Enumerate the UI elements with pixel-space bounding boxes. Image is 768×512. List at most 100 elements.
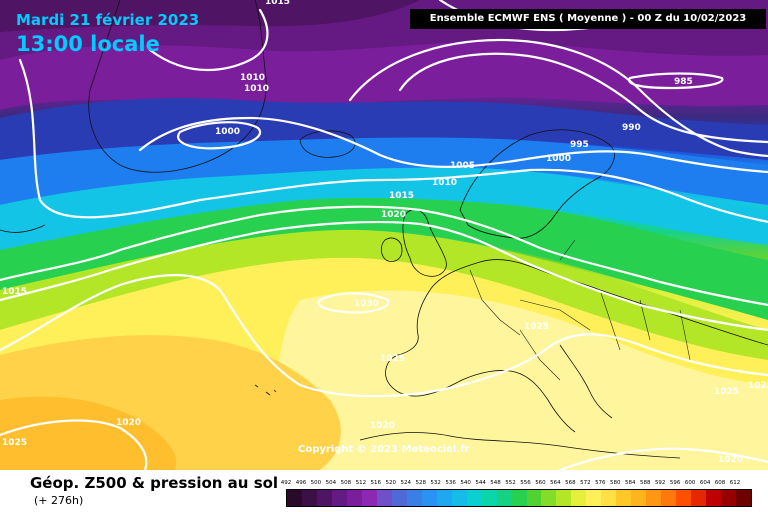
colorscale-swatch: [361, 490, 377, 506]
colorscale-swatch: [346, 490, 362, 506]
colorscale-swatch: [691, 490, 707, 506]
colorscale-swatch: [661, 490, 677, 506]
colorscale-swatch: [451, 490, 467, 506]
legend-panel: Géop. Z500 & pression au sol (+ 276h) 49…: [0, 470, 768, 512]
isobar: [348, 38, 768, 158]
colorscale-label: 492: [280, 480, 292, 486]
colorscale-label: 520: [385, 480, 397, 486]
colorscale-label: 596: [669, 480, 681, 486]
colorscale-label: 544: [475, 480, 486, 486]
colorscale-label: 580: [610, 480, 621, 486]
colorscale-label: 512: [355, 480, 367, 486]
italy-coastline: [559, 344, 613, 419]
weather-map: 1015 1010 1010 1000 985 990 995 1000 100…: [0, 0, 768, 470]
colorscale-label: 604: [699, 480, 711, 486]
colorscale-label: 528: [415, 480, 426, 486]
isobar-label: 1010: [432, 178, 457, 188]
colorscale-swatch: [406, 490, 422, 506]
isobar: [138, 116, 768, 174]
field-band-green: [0, 197, 768, 320]
colorscale-label: 560: [535, 480, 546, 486]
isobar-label: 1030: [354, 299, 379, 309]
colorscale-label: 556: [520, 480, 531, 486]
isobar-label: 1000: [215, 127, 240, 137]
colorscale-swatch: [571, 490, 587, 506]
colorscale-swatch: [541, 490, 557, 506]
field-band-deep-orange: [0, 396, 177, 470]
colorscale-swatch: [287, 490, 302, 506]
colorscale-swatch: [556, 490, 572, 506]
colorscale-swatch: [511, 490, 527, 506]
newfoundland-coastline: [0, 224, 46, 233]
colorscale-swatch: [331, 490, 347, 506]
colorscale-label: 588: [639, 480, 651, 486]
isobar-label: 1020: [381, 210, 406, 220]
colorscale-label: 548: [490, 480, 501, 486]
colorscale-swatch: [526, 490, 542, 506]
colorscale-bar: [286, 489, 752, 507]
colorscale-swatch: [301, 490, 317, 506]
isobar-label: 1005: [450, 161, 475, 171]
isobar: [398, 52, 768, 144]
colorscale-swatch: [676, 490, 692, 506]
colorscale-label: 508: [340, 480, 352, 486]
colorscale-label: 496: [295, 480, 307, 486]
isobar: [0, 220, 768, 332]
isobar-label: 985: [674, 77, 693, 87]
isobar-label: 1025: [748, 381, 768, 391]
colorscale-label: 564: [550, 480, 561, 486]
country-borders: [469, 239, 691, 381]
britain-coastline: [402, 209, 447, 277]
europe-coastline: [385, 259, 768, 433]
colorscale-swatch: [481, 490, 497, 506]
colorscale-label: 552: [505, 480, 516, 486]
colorscale-label: 576: [595, 480, 606, 486]
colorscale-label: 536: [445, 480, 456, 486]
isobar: [627, 72, 724, 90]
colorscale-label: 612: [729, 480, 741, 486]
lead-time: (+ 276h): [34, 494, 84, 507]
colorscale-label: 592: [654, 480, 666, 486]
forecast-date: Mardi 21 février 2023: [16, 11, 200, 29]
isobar-label: 1010: [240, 73, 265, 83]
isobar-label: 1010: [244, 84, 269, 94]
isobar: [558, 447, 768, 470]
forecast-time: 13:00 locale: [16, 32, 160, 56]
isobar: [0, 205, 768, 307]
field-band-yellow-green: [0, 229, 768, 360]
isobar: [317, 292, 390, 314]
isobar: [0, 274, 768, 398]
isobar: [148, 8, 269, 71]
colorscale-labels: 492 496 500 504 508 512 516 520 524 528 532 536 540 5…: [280, 480, 752, 488]
colorscale-swatch: [391, 490, 407, 506]
isobar-label: 1015: [389, 191, 414, 201]
colorscale-label: 516: [370, 480, 382, 486]
field-band-light-yellow: [260, 290, 768, 470]
isobar-label: 1025: [714, 387, 739, 397]
isobar-label: 1025: [524, 322, 549, 332]
isobar-label: 990: [622, 123, 641, 133]
isobar-label: 1020: [718, 455, 743, 465]
colorscale-swatch: [736, 490, 752, 506]
colorscale-swatch: [631, 490, 647, 506]
atlantic-islands: [254, 384, 277, 396]
ireland-coastline: [380, 237, 403, 262]
colorscale-label: 608: [714, 480, 726, 486]
isobar-label: 995: [570, 140, 589, 150]
colorscale-label: 568: [565, 480, 576, 486]
product-title: Géop. Z500 & pression au sol: [30, 474, 279, 492]
colorscale-swatch: [721, 490, 737, 506]
colorscale-swatch: [466, 490, 482, 506]
field-band-darkest: [0, 0, 420, 32]
field-band-blue: [0, 137, 768, 205]
model-run-info: Ensemble ECMWF ENS ( Moyenne ) - 00 Z du…: [410, 9, 766, 29]
isobar-label: 1015: [2, 287, 27, 297]
colorscale-swatch: [376, 490, 392, 506]
colorscale-swatch: [316, 490, 332, 506]
colorscale-swatch: [436, 490, 452, 506]
isobar-label: 1020: [370, 421, 395, 431]
colorscale-swatch: [421, 490, 437, 506]
field-band-dark-blue: [0, 98, 768, 160]
colorscale-swatch: [601, 490, 617, 506]
